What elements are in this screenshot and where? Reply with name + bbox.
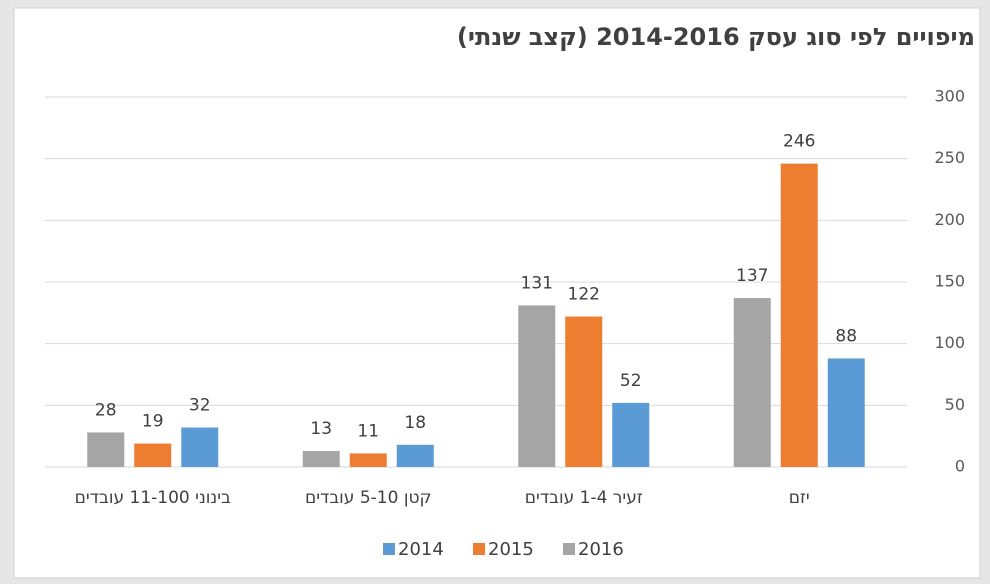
bar: [612, 402, 650, 467]
data-label: 52: [620, 371, 642, 391]
data-label: 137: [736, 266, 768, 286]
x-tick-label: קטן 5-10 עובדים: [305, 488, 432, 508]
y-tick-label: 300: [934, 87, 965, 106]
bar: [181, 427, 219, 467]
data-label: 19: [142, 412, 164, 432]
bar: [733, 298, 771, 467]
x-tick-label: זעיר 1-4 עובדים: [525, 488, 643, 508]
legend-swatch: [563, 543, 575, 555]
bar: [518, 305, 556, 467]
bar: [827, 358, 865, 467]
y-tick-label: 100: [934, 333, 965, 352]
bar: [134, 443, 172, 467]
data-label: 88: [835, 326, 857, 346]
x-tick-label: יזם: [789, 488, 810, 508]
legend-label: 2015: [488, 539, 534, 560]
bar: [87, 432, 125, 467]
legend-label: 2014: [398, 539, 444, 560]
legend-swatch: [473, 543, 485, 555]
data-label: 13: [310, 419, 332, 439]
data-label: 11: [357, 421, 379, 441]
y-tick-label: 150: [934, 272, 965, 291]
y-tick-label: 50: [945, 395, 965, 414]
bar: [349, 453, 387, 467]
y-tick-label: 200: [934, 210, 965, 229]
data-label: 18: [404, 413, 426, 433]
data-label: 122: [568, 285, 600, 305]
chart-title: מיפויים לפי סוג עסק 2014-2016 (קצב שנתי): [457, 23, 975, 51]
chart-area: [13, 7, 981, 579]
data-label: 246: [783, 132, 815, 152]
y-tick-label: 250: [934, 148, 965, 167]
legend-label: 2016: [578, 539, 624, 560]
bar: [396, 444, 434, 467]
data-label: 32: [189, 396, 211, 416]
legend-swatch: [383, 543, 395, 555]
bar: [302, 450, 340, 467]
data-label: 131: [521, 273, 553, 293]
data-label: 28: [95, 400, 117, 420]
bar: [565, 316, 603, 467]
x-tick-label: בינוני 11-100 עובדים: [75, 488, 231, 508]
bar: [780, 163, 818, 467]
y-tick-label: 0: [955, 457, 965, 476]
